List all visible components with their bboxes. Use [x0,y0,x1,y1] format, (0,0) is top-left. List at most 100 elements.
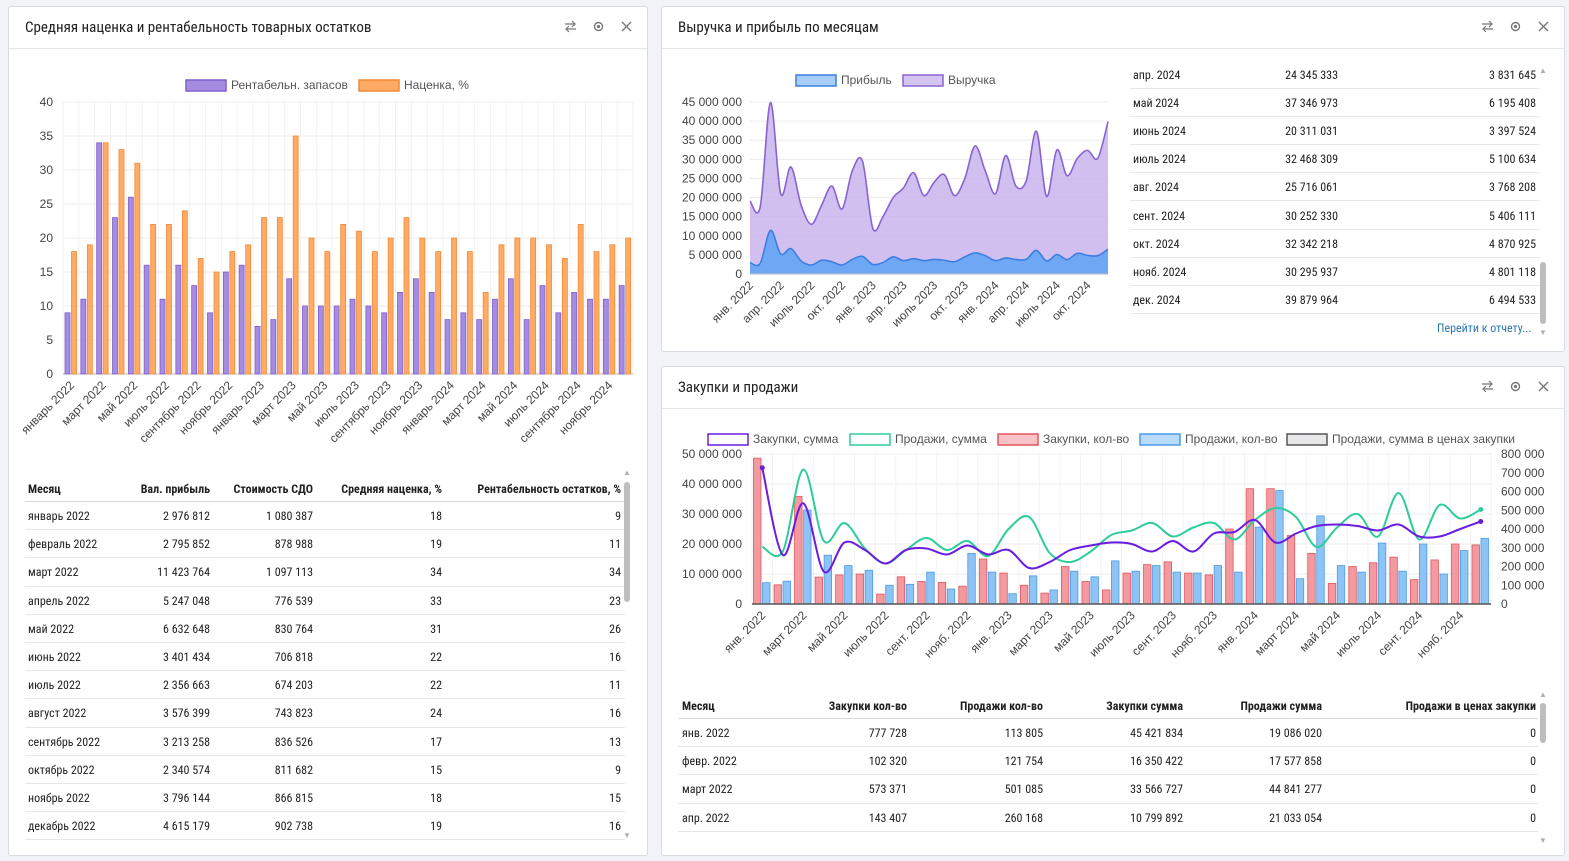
panel-title: Средняя наценка и рентабельность товарны… [25,18,372,36]
table-row[interactable]: июнь 2022 3 401 434 706 818 22 16 [25,643,625,672]
panel-title: Закупки и продажи [678,378,799,396]
table-row[interactable]: сент. 2024 30 252 330 5 406 111 [1130,202,1540,230]
swap-icon[interactable] [1481,380,1494,393]
bar-markup [561,257,568,375]
bar-purchases-qty [896,576,906,605]
profit-line [749,229,1109,267]
table-row[interactable]: дек. 2024 39 879 964 6 494 533 [1130,286,1540,314]
scroll-down-arrow[interactable]: ▼ [623,831,631,840]
scroll-down-arrow[interactable]: ▼ [1539,836,1547,845]
table-row[interactable]: февраль 2022 2 795 852 878 988 19 11 [25,530,625,559]
bar-purchases-qty [773,584,782,605]
bar-rent [618,285,625,375]
column-header[interactable]: Рентабельность остатков, % [477,482,621,496]
close-icon[interactable] [1537,380,1550,393]
bar-sales-qty [782,580,791,605]
column-header[interactable]: Стоимость СДО [233,482,313,496]
column-header[interactable]: Закупки сумма [1106,699,1183,713]
header-divider [25,501,625,502]
column-header[interactable]: Продажи в ценах закупки [1405,699,1536,713]
scroll-down-arrow[interactable]: ▼ [1539,328,1547,337]
table-row[interactable]: декабрь 2022 4 615 179 902 738 19 16 [25,812,625,841]
table-cell: 5 406 111 [1489,208,1536,223]
bar-rent [207,312,213,375]
bar-purchases-qty [1184,572,1193,605]
scrollbar[interactable] [624,482,630,602]
legend-revenue-swatch [902,74,944,87]
table-cell: декабрь 2022 [28,819,96,834]
table-row[interactable]: нояб. 2024 30 295 937 4 801 118 [1130,258,1540,286]
table-cell: 674 203 [274,678,313,693]
table-row[interactable]: январь 2022 2 976 812 1 080 387 18 9 [25,502,625,531]
table-row[interactable]: сентябрь 2022 3 213 258 836 526 17 13 [25,728,625,756]
column-header[interactable]: Продажи кол-во [960,699,1043,713]
table-row[interactable]: апрель 2022 5 247 048 776 539 33 23 [25,587,625,615]
column-header[interactable]: Месяц [28,482,61,496]
table-row[interactable]: апр. 2024 24 345 333 3 831 645 [1130,61,1540,90]
bar-sales-qty [1460,550,1469,605]
scrollbar[interactable] [1540,262,1546,324]
table-row[interactable]: июнь 2024 20 311 031 3 397 524 [1130,117,1540,146]
table-row[interactable]: май 2022 6 632 648 830 764 31 26 [25,615,625,643]
table-row[interactable]: авг. 2024 25 716 061 3 768 208 [1130,173,1540,202]
panel-tools [1481,20,1550,33]
table-row[interactable]: апр. 2022 143 407 260 168 10 799 892 21 033 … [678,804,1538,832]
bar-sales-qty [1480,537,1489,605]
y-tick-label-right: 600 000 [1501,485,1545,499]
report-link[interactable]: Перейти к отчету... [1437,321,1532,335]
y-tick-label-right: 800 000 [1501,447,1545,461]
y-tick-label: 35 [40,129,54,143]
gear-icon[interactable] [592,20,605,33]
gear-icon[interactable] [1509,380,1522,393]
table-cell: 16 [609,819,621,834]
table-row[interactable]: февр. 2022 102 320 121 754 16 350 422 17 577… [678,747,1538,776]
column-header[interactable]: Вал. прибыль [140,482,210,496]
table-row[interactable]: янв. 2022 777 728 113 805 45 421 834 19 086 … [678,719,1538,748]
y-tick-label: 25 [40,197,54,211]
bar-rent [602,298,609,375]
table-cell: окт. 2024 [1133,236,1180,251]
purchases-panel: Закупки и продажи Закупки, сумма Продажи,… [661,366,1565,856]
table-cell: 32 468 309 [1285,152,1338,167]
table-row[interactable]: окт. 2024 32 342 218 4 870 925 [1130,230,1540,258]
table-row[interactable]: март 2022 573 371 501 085 33 566 727 44 841 … [678,775,1538,804]
table-cell: 878 988 [274,537,313,552]
gear-icon[interactable] [1509,20,1522,33]
close-icon[interactable] [1537,20,1550,33]
column-header[interactable]: Средняя наценка, % [341,482,442,496]
swap-icon[interactable] [564,20,577,33]
bar-purchases-qty [753,457,762,605]
table-cell: 1 080 387 [266,509,313,523]
swap-icon[interactable] [1481,20,1494,33]
close-icon[interactable] [620,20,633,33]
bar-rent [349,298,356,375]
table-row[interactable]: ноябрь 2022 3 796 144 866 815 18 15 [25,784,625,813]
table-cell: 3 796 144 [163,791,210,805]
y-tick-label: 5 000 000 [689,248,743,262]
y-tick-label-right: 0 [1501,597,1508,611]
table-cell: февраль 2022 [28,537,98,552]
bar-markup [482,291,489,375]
table-cell: 33 566 727 [1130,782,1183,797]
table-cell: октябрь 2022 [28,762,95,777]
table-row[interactable]: июль 2022 2 356 663 674 203 22 11 [25,671,625,700]
table-row[interactable]: август 2022 3 576 399 743 823 24 16 [25,699,625,728]
scroll-up-arrow[interactable]: ▲ [623,468,631,477]
table-row[interactable]: март 2022 11 423 764 1 097 113 34 34 [25,558,625,587]
bar-rent [333,305,340,375]
scroll-up-arrow[interactable]: ▲ [1539,690,1547,699]
legend-profit-label: Прибыль [841,73,892,87]
column-header[interactable]: Закупки кол-во [828,699,907,713]
column-header[interactable]: Месяц [682,699,715,713]
table-row[interactable]: октябрь 2022 2 340 574 811 682 15 9 [25,756,625,784]
scrollbar[interactable] [1540,703,1546,743]
bar-rent [270,319,277,375]
scroll-up-arrow[interactable]: ▲ [1539,66,1547,75]
table-cell: 0 [1530,782,1536,797]
bar-purchases-qty [1040,592,1049,605]
table-row[interactable]: май 2024 37 346 973 6 195 408 [1130,89,1540,118]
table-row[interactable]: июль 2024 32 468 309 5 100 634 [1130,145,1540,174]
y-tick-label: 40 [40,95,54,109]
column-header[interactable]: Продажи сумма [1240,699,1322,713]
bar-markup [308,237,315,375]
